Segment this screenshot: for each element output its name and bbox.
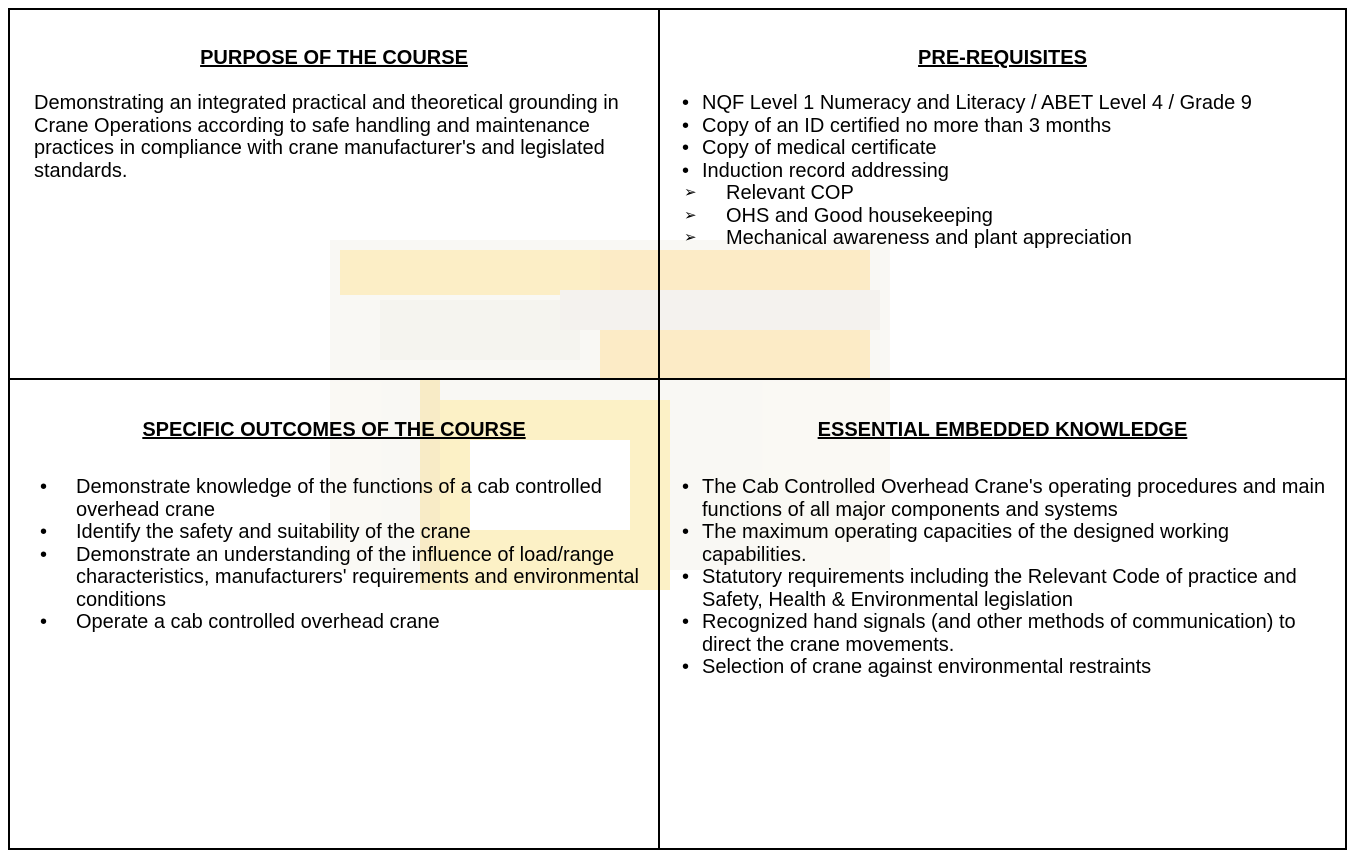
course-table: PURPOSE OF THE COURSE Demonstrating an i… xyxy=(8,8,1347,850)
list-item: The maximum operating capacities of the … xyxy=(678,521,1327,566)
list-item: Demonstrate knowledge of the functions o… xyxy=(28,476,640,521)
list-item: NQF Level 1 Numeracy and Literacy / ABET… xyxy=(678,92,1327,115)
list-item: Operate a cab controlled overhead crane xyxy=(28,611,640,634)
list-item: Demonstrate an understanding of the infl… xyxy=(28,544,640,612)
list-item: Copy of medical certificate xyxy=(678,137,1327,160)
prerequisites-cell: PRE-REQUISITES NQF Level 1 Numeracy and … xyxy=(660,10,1345,380)
list-item: Identify the safety and suitability of t… xyxy=(28,521,640,544)
sub-item: Relevant COP xyxy=(678,182,1327,205)
sub-item: OHS and Good housekeeping xyxy=(678,205,1327,228)
list-item: Copy of an ID certified no more than 3 m… xyxy=(678,115,1327,138)
sub-item: Mechanical awareness and plant appreciat… xyxy=(678,227,1327,250)
list-item: Induction record addressing xyxy=(678,160,1327,183)
bullet-list: The Cab Controlled Overhead Crane's oper… xyxy=(678,476,1327,679)
knowledge-cell: ESSENTIAL EMBEDDED KNOWLEDGE The Cab Con… xyxy=(660,380,1345,848)
list-item: Recognized hand signals (and other metho… xyxy=(678,611,1327,656)
heading: SPECIFIC OUTCOMES OF THE COURSE xyxy=(142,419,526,441)
heading: PRE-REQUISITES xyxy=(918,47,1087,69)
bullet-list: NQF Level 1 Numeracy and Literacy / ABET… xyxy=(678,92,1327,250)
outcomes-cell: SPECIFIC OUTCOMES OF THE COURSE Demonstr… xyxy=(10,380,660,848)
heading: PURPOSE OF THE COURSE xyxy=(200,47,468,69)
purpose-cell: PURPOSE OF THE COURSE Demonstrating an i… xyxy=(10,10,660,380)
heading: ESSENTIAL EMBEDDED KNOWLEDGE xyxy=(817,419,1188,441)
bullet-list: Demonstrate knowledge of the functions o… xyxy=(28,476,640,634)
purpose-text: Demonstrating an integrated practical an… xyxy=(34,92,619,182)
list-item: Selection of crane against environmental… xyxy=(678,656,1327,679)
list-item: Statutory requirements including the Rel… xyxy=(678,566,1327,611)
list-item: The Cab Controlled Overhead Crane's oper… xyxy=(678,476,1327,521)
